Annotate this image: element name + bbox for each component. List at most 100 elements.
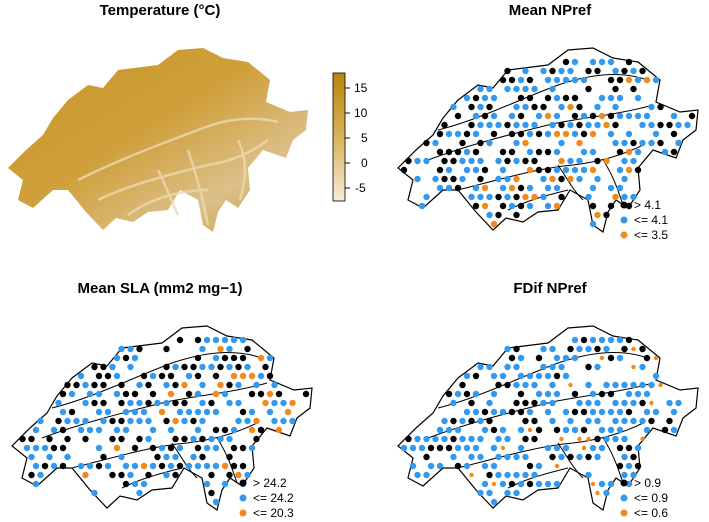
map-point <box>499 76 507 84</box>
map-point <box>55 417 62 425</box>
map-point <box>217 363 224 371</box>
map-point <box>526 166 534 174</box>
map-point <box>653 355 659 361</box>
map-point <box>531 381 538 389</box>
map-point <box>504 345 511 353</box>
map-point <box>208 489 215 497</box>
map-point <box>571 336 579 344</box>
map-point <box>513 139 520 147</box>
map-point <box>658 382 663 388</box>
map-point <box>190 363 197 371</box>
map-point <box>589 184 597 192</box>
map-point <box>55 399 62 407</box>
map-point <box>544 202 552 210</box>
map-point <box>549 345 556 353</box>
temperature-colorbar: 15 10 5 0 -5 <box>332 72 368 202</box>
map-point <box>414 175 421 183</box>
map-point <box>576 345 583 353</box>
map-point <box>208 471 215 479</box>
map-point <box>257 354 265 362</box>
map-point <box>167 426 175 434</box>
map-point <box>513 157 520 165</box>
map-point <box>630 193 637 201</box>
map-point <box>122 390 130 398</box>
map-point <box>468 121 475 129</box>
map-point <box>661 426 669 434</box>
map-point <box>122 354 130 362</box>
region-boundary <box>51 352 263 409</box>
map-point <box>607 426 615 434</box>
map-point <box>127 417 134 425</box>
map-point <box>248 390 256 398</box>
map-point <box>226 345 233 353</box>
map-point <box>612 435 619 443</box>
map-point <box>468 453 475 461</box>
map-point <box>567 175 574 183</box>
legend-label: <= 20.3 <box>253 506 294 520</box>
map-point <box>158 462 166 470</box>
map-point <box>472 202 480 210</box>
map-point <box>221 390 229 398</box>
map-point <box>82 381 89 389</box>
map-point <box>445 148 453 156</box>
map-point <box>136 399 143 407</box>
map-point <box>549 453 556 461</box>
map-point <box>490 426 498 434</box>
map-point <box>262 363 269 371</box>
map-point <box>477 103 484 111</box>
map-point <box>284 408 292 416</box>
map-point <box>585 453 592 461</box>
map-point <box>625 336 633 344</box>
map-point <box>670 148 678 156</box>
map-point <box>589 390 597 398</box>
map-point <box>212 336 220 344</box>
map-point <box>621 345 628 353</box>
map-point <box>212 498 220 506</box>
map-point <box>68 408 76 416</box>
map-point <box>212 354 220 362</box>
map-point <box>459 435 466 443</box>
map-point <box>589 220 597 228</box>
map-point <box>559 436 564 442</box>
map-point <box>661 148 669 156</box>
map-point <box>400 166 408 174</box>
map-point <box>163 381 170 389</box>
map-point <box>634 390 642 398</box>
map-point <box>531 435 538 443</box>
map-point <box>140 372 148 380</box>
map-point <box>675 399 682 407</box>
map-point <box>212 426 220 434</box>
map-point <box>594 175 601 183</box>
map-point <box>558 157 565 165</box>
map-point <box>549 67 556 75</box>
map-point <box>163 471 170 479</box>
map-point <box>666 417 673 425</box>
map-point <box>549 121 556 129</box>
map-point <box>562 444 570 452</box>
map-point <box>450 103 457 111</box>
map-point <box>59 408 67 416</box>
fdif-npref-map <box>397 325 699 511</box>
map-point <box>423 157 430 165</box>
map-point <box>607 202 615 210</box>
map-point <box>445 184 453 192</box>
map-point <box>122 462 130 470</box>
map-point <box>589 444 597 452</box>
map-point <box>504 157 511 165</box>
map-point <box>217 435 224 443</box>
map-point <box>271 381 278 389</box>
map-point <box>414 157 421 165</box>
map-point <box>571 58 579 66</box>
map-point <box>235 471 242 479</box>
map-point <box>526 184 534 192</box>
map-point <box>553 184 561 192</box>
map-point <box>535 480 543 488</box>
map-point <box>522 471 529 479</box>
map-point <box>468 417 475 425</box>
legend-marker <box>620 479 628 487</box>
map-point <box>540 175 547 183</box>
map-point <box>418 202 426 210</box>
map-point <box>271 399 278 407</box>
map-point <box>639 363 646 371</box>
map-point <box>436 184 444 192</box>
